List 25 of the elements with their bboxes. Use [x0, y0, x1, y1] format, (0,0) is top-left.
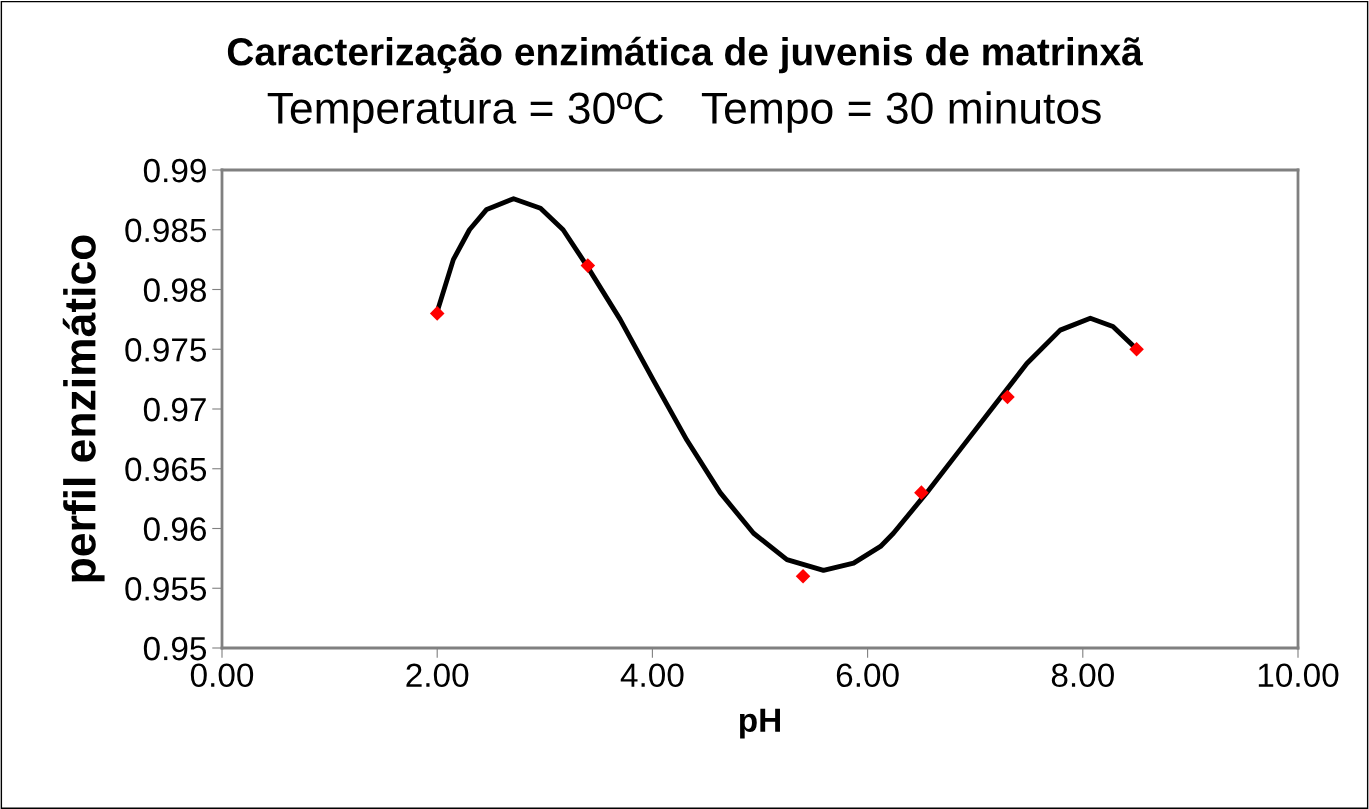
x-tick-label: 2.00: [406, 663, 469, 688]
y-tick-label: 0.985: [125, 218, 207, 243]
point: [914, 485, 929, 500]
y-tick-label: 0.98: [143, 278, 206, 302]
y-tick-label: 0.965: [125, 457, 207, 482]
x-tick-label: 0.00: [190, 663, 254, 688]
point: [1129, 341, 1144, 357]
chart-title: Caracterização enzimática de juvenis de matrinxã: [227, 36, 1143, 74]
y-tick-label: 0.96: [143, 517, 206, 541]
y-tick-label: 0.955: [125, 577, 207, 601]
y-axis-title: perfil enzimático: [62, 235, 105, 582]
chart-subtitle: Temperatura = 30ºC Tempo = 30 minutos: [267, 91, 1101, 133]
y-tick-label: 0.99: [143, 158, 206, 183]
point: [795, 569, 811, 584]
y-tick-label: 0.95: [143, 636, 207, 661]
x-tick-label: 10.00: [1258, 663, 1339, 688]
y-tick-label: 0.975: [125, 338, 207, 362]
point: [429, 306, 445, 321]
y-tick-label: 0.97: [143, 397, 206, 422]
x-tick-label: 4.00: [620, 663, 684, 688]
x-tick-label: 6.00: [836, 663, 899, 688]
point: [580, 258, 596, 273]
x-axis-title: pH: [739, 708, 780, 739]
point: [1000, 389, 1015, 405]
x-tick-label: 8.00: [1051, 663, 1114, 688]
